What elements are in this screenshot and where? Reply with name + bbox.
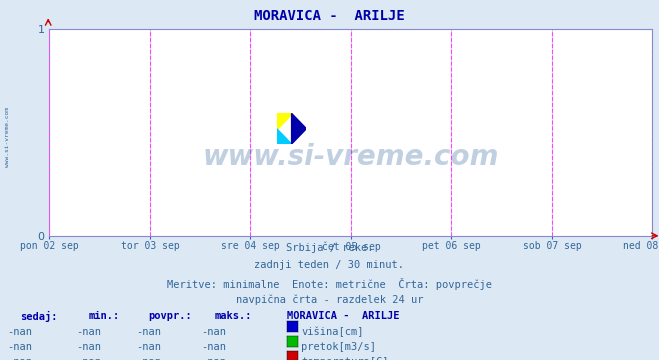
- Text: -nan: -nan: [136, 342, 161, 352]
- Text: višina[cm]: višina[cm]: [301, 327, 364, 337]
- Text: -nan: -nan: [76, 327, 101, 337]
- Text: -nan: -nan: [7, 327, 32, 337]
- Text: -nan: -nan: [136, 327, 161, 337]
- Text: maks.:: maks.:: [214, 311, 252, 321]
- Text: -nan: -nan: [202, 342, 227, 352]
- Text: www.si-vreme.com: www.si-vreme.com: [203, 143, 499, 171]
- Text: -nan: -nan: [76, 342, 101, 352]
- Text: min.:: min.:: [89, 311, 120, 321]
- Text: -nan: -nan: [202, 357, 227, 360]
- Text: -nan: -nan: [136, 357, 161, 360]
- Text: -nan: -nan: [76, 357, 101, 360]
- Polygon shape: [277, 113, 291, 129]
- Polygon shape: [277, 129, 291, 144]
- Text: -nan: -nan: [7, 357, 32, 360]
- Text: navpična črta - razdelek 24 ur: navpična črta - razdelek 24 ur: [236, 295, 423, 305]
- Text: Srbija / reke.: Srbija / reke.: [286, 243, 373, 253]
- Text: temperatura[C]: temperatura[C]: [301, 357, 389, 360]
- Text: pretok[m3/s]: pretok[m3/s]: [301, 342, 376, 352]
- Text: MORAVICA -  ARILJE: MORAVICA - ARILJE: [254, 9, 405, 23]
- Polygon shape: [291, 113, 306, 144]
- Text: -nan: -nan: [202, 327, 227, 337]
- Text: Meritve: minimalne  Enote: metrične  Črta: povprečje: Meritve: minimalne Enote: metrične Črta:…: [167, 278, 492, 289]
- Text: MORAVICA -  ARILJE: MORAVICA - ARILJE: [287, 311, 399, 321]
- Text: sedaj:: sedaj:: [20, 311, 57, 323]
- Text: -nan: -nan: [7, 342, 32, 352]
- Text: zadnji teden / 30 minut.: zadnji teden / 30 minut.: [254, 260, 405, 270]
- Text: www.si-vreme.com: www.si-vreme.com: [5, 107, 11, 167]
- Text: povpr.:: povpr.:: [148, 311, 192, 321]
